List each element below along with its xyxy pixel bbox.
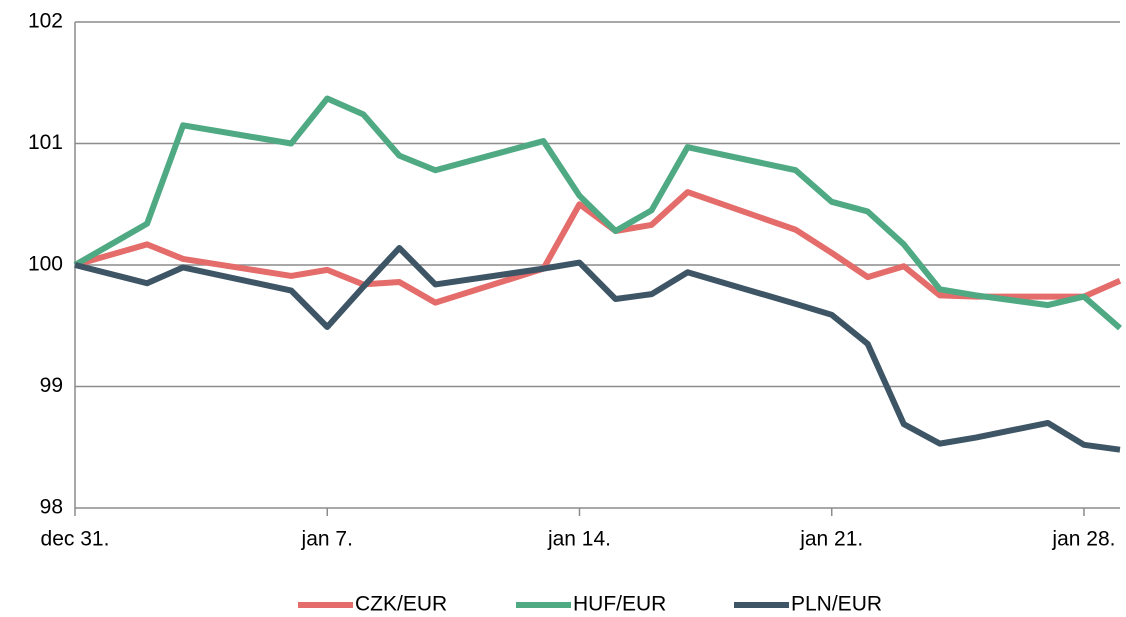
series-line bbox=[74, 244, 1121, 453]
y-tick-label: 99 bbox=[40, 374, 63, 397]
y-tick-label: 101 bbox=[28, 131, 63, 154]
y-tick-label: 98 bbox=[40, 496, 63, 519]
series-line bbox=[73, 95, 1122, 331]
x-tick-label: jan 7. bbox=[301, 528, 353, 551]
x-tick-label: dec 31. bbox=[41, 528, 110, 551]
y-tick-label: 100 bbox=[28, 253, 63, 276]
y-tick-label: 102 bbox=[28, 10, 63, 33]
legend-label: PLN/EUR bbox=[791, 593, 882, 616]
legend-label: HUF/EUR bbox=[573, 593, 666, 616]
x-tick-label: jan 28. bbox=[1051, 528, 1115, 551]
legend-label: CZK/EUR bbox=[355, 593, 447, 616]
x-tick-label: jan 14. bbox=[547, 528, 611, 551]
x-tick-label: jan 21. bbox=[799, 528, 863, 551]
series-line bbox=[74, 189, 1122, 306]
